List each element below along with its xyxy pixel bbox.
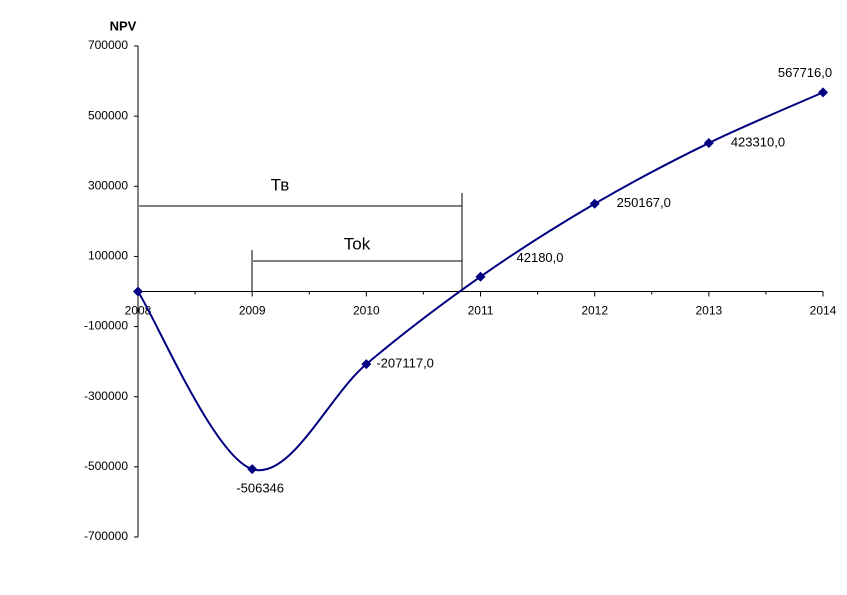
data-label: 250167,0	[617, 195, 671, 210]
marker	[475, 271, 486, 282]
annotation: Тв	[271, 175, 290, 194]
y-tick-label: 500000	[88, 108, 128, 122]
x-tick-label: 2008	[125, 304, 152, 318]
x-tick-label: 2010	[353, 304, 380, 318]
data-label: -506346	[236, 481, 284, 496]
annotation: Tok	[344, 234, 371, 253]
marker	[589, 198, 600, 209]
data-label: -207117,0	[376, 356, 434, 371]
x-tick-label: 2012	[581, 304, 608, 318]
data-label: 423310,0	[731, 134, 785, 149]
x-tick-label: 2011	[468, 304, 494, 318]
x-tick-label: 2014	[810, 304, 837, 318]
marker	[703, 138, 714, 149]
x-tick-label: 2009	[239, 304, 266, 318]
y-tick-label: -700000	[84, 529, 128, 543]
data-label: 42180,0	[517, 250, 564, 265]
marker	[818, 87, 828, 98]
y-tick-label: -100000	[84, 319, 128, 333]
y-tick-label: 300000	[88, 178, 128, 192]
marker	[247, 464, 258, 475]
data-label: 567716,0	[778, 65, 832, 80]
y-tick-label: -300000	[84, 389, 128, 403]
y-axis-label: NPV	[110, 18, 137, 33]
y-tick-label: 100000	[88, 249, 128, 263]
x-tick-label: 2013	[695, 304, 722, 318]
y-tick-label: 700000	[88, 38, 128, 52]
marker	[361, 359, 372, 370]
marker	[133, 286, 143, 297]
y-tick-label: -500000	[84, 459, 128, 473]
